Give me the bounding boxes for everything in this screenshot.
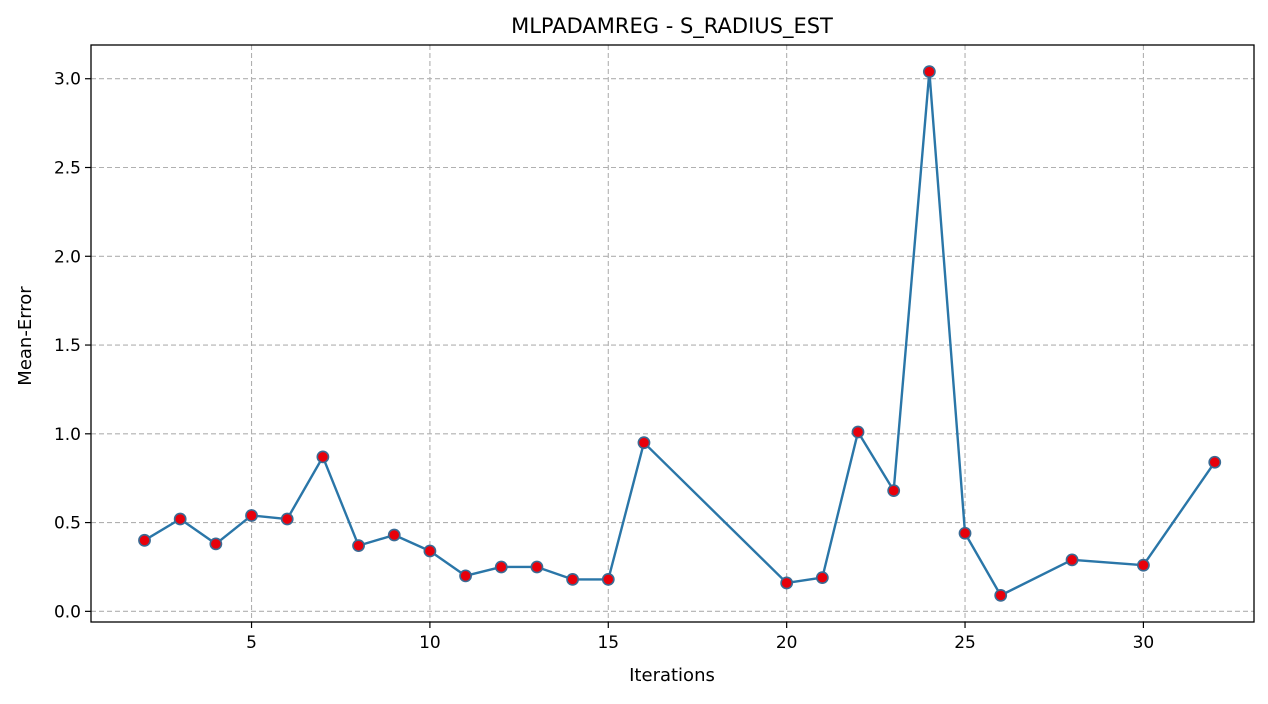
data-point: [173, 512, 187, 526]
chart-title: MLPADAMREG - S_RADIUS_EST: [511, 14, 833, 39]
data-point: [316, 450, 330, 464]
data-point: [387, 528, 401, 542]
y-axis-label: Mean-Error: [15, 286, 36, 386]
data-point: [530, 560, 544, 574]
y-tick-label: 0.5: [54, 514, 81, 534]
data-point: [352, 539, 365, 553]
y-tick-label: 2.5: [54, 159, 81, 179]
x-tick-label: 25: [954, 633, 976, 653]
data-point: [780, 576, 794, 590]
data-point: [887, 484, 901, 498]
x-axis-ticks: 5 10 15 20 25 30: [246, 622, 1154, 653]
y-axis-ticks: 0.0 0.5 1.0 1.5 2.0 2.5 3.0: [54, 70, 91, 622]
x-tick-label: 10: [419, 633, 441, 653]
data-point: [423, 544, 437, 558]
data-point: [1208, 455, 1222, 469]
series-layer: [138, 65, 1222, 602]
data-point: [1065, 553, 1079, 567]
data-point: [459, 569, 472, 583]
y-tick-label: 3.0: [54, 70, 81, 90]
x-tick-label: 5: [246, 633, 257, 653]
x-tick-label: 30: [1133, 633, 1155, 653]
data-point: [138, 533, 151, 547]
data-point: [851, 425, 865, 439]
series-line: [143, 70, 1216, 597]
data-point: [815, 571, 829, 585]
data-point: [601, 572, 615, 586]
y-tick-label: 2.0: [54, 247, 81, 267]
data-point: [1137, 558, 1150, 572]
data-point: [566, 572, 580, 586]
x-tick-label: 15: [597, 633, 619, 653]
y-tick-label: 0.0: [54, 602, 81, 622]
grid-lines: [91, 45, 1254, 622]
plot-frame: [90, 44, 1255, 623]
data-point: [922, 65, 936, 79]
data-point: [637, 436, 651, 450]
y-tick-label: 1.5: [54, 336, 81, 356]
data-point: [245, 509, 258, 522]
x-tick-label: 20: [776, 633, 798, 653]
data-point: [280, 512, 294, 526]
x-axis-label: Iterations: [629, 665, 715, 686]
y-tick-label: 1.0: [54, 425, 81, 445]
data-point: [494, 560, 508, 574]
data-point: [994, 588, 1008, 602]
data-point: [958, 526, 972, 540]
data-point: [209, 537, 223, 551]
